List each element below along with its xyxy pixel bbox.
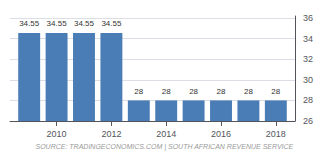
- svg-text:28: 28: [244, 87, 253, 96]
- svg-text:28: 28: [134, 87, 143, 96]
- svg-text:34.55: 34.55: [101, 19, 122, 28]
- svg-text:32: 32: [303, 54, 313, 64]
- svg-text:34: 34: [303, 34, 313, 44]
- svg-text:2016: 2016: [211, 129, 231, 139]
- svg-text:34.55: 34.55: [74, 19, 95, 28]
- svg-text:34.55: 34.55: [47, 19, 68, 28]
- svg-text:SOURCE: TRADINGECONOMICS.COM |: SOURCE: TRADINGECONOMICS.COM | SOUTH AFR…: [36, 143, 294, 151]
- svg-text:2014: 2014: [156, 129, 176, 139]
- svg-text:30: 30: [303, 75, 313, 85]
- svg-text:2018: 2018: [266, 129, 286, 139]
- svg-text:2012: 2012: [101, 129, 121, 139]
- svg-text:28: 28: [162, 87, 171, 96]
- svg-text:28: 28: [303, 95, 313, 105]
- svg-text:28: 28: [271, 87, 280, 96]
- svg-text:28: 28: [217, 87, 226, 96]
- svg-text:2010: 2010: [47, 129, 67, 139]
- svg-text:34.55: 34.55: [19, 19, 40, 28]
- svg-text:26: 26: [303, 116, 313, 126]
- svg-text:28: 28: [189, 87, 198, 96]
- svg-text:36: 36: [303, 13, 313, 23]
